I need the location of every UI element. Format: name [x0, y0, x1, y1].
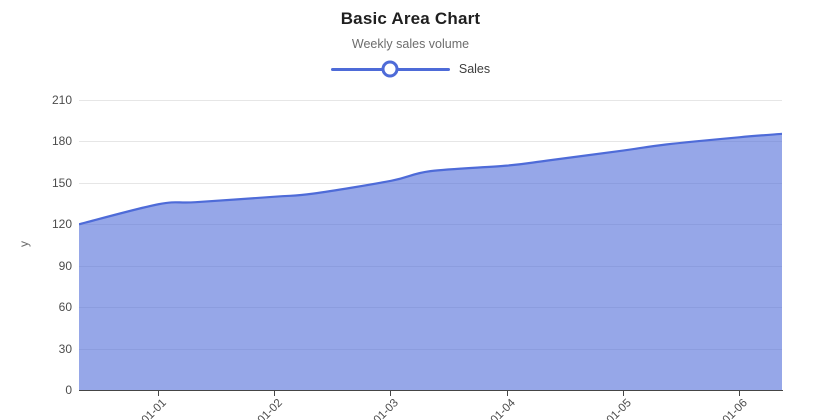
- x-tick-label: 01-01: [139, 397, 169, 420]
- y-tick-label: 210: [51, 93, 72, 107]
- legend-item-sales[interactable]: Sales: [0, 60, 821, 78]
- x-tick-mark: [623, 391, 625, 396]
- y-tick-label: 180: [51, 134, 72, 149]
- series-area-sales[interactable]: [79, 100, 782, 391]
- y-grid-line: [79, 100, 782, 101]
- chart-subtitle: Weekly sales volume: [351, 37, 470, 51]
- area-fill: [79, 133, 782, 390]
- x-tick-mark: [739, 391, 741, 396]
- x-tick-label: 01-03: [371, 397, 401, 420]
- y-tick-label: 30: [58, 341, 72, 356]
- chart-title: Basic Area Chart: [340, 9, 481, 28]
- y-tick-label: 90: [58, 258, 72, 273]
- x-tick-label: 01-06: [720, 397, 750, 420]
- x-tick-mark: [158, 391, 160, 396]
- y-tick-label: 60: [58, 300, 72, 315]
- y-tick-label: 120: [51, 217, 72, 232]
- y-grid-line: [79, 141, 782, 143]
- x-axis-line: [79, 390, 783, 391]
- x-tick-mark: [274, 391, 276, 396]
- x-tick-mark: [507, 391, 509, 396]
- x-tick-label: 01-02: [255, 397, 285, 420]
- legend-circle-marker-icon: [381, 60, 399, 78]
- series-line: [79, 132, 782, 226]
- y-tick-label: 150: [51, 175, 72, 190]
- legend-line-marker-icon: [330, 60, 450, 78]
- x-tick-label: 01-05: [604, 397, 634, 420]
- y-axis-title: y: [17, 241, 31, 247]
- y-tick-label: 0: [65, 383, 72, 397]
- x-tick-mark: [390, 391, 392, 396]
- x-tick-label: 01-04: [488, 397, 518, 420]
- legend-label: Sales: [458, 62, 491, 76]
